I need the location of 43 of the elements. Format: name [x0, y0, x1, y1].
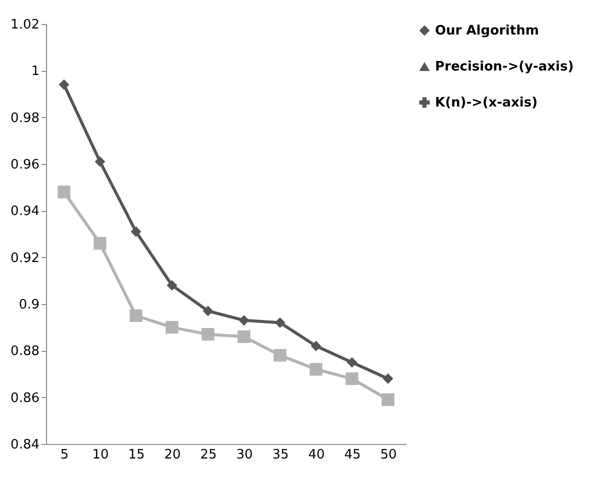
point: [94, 156, 106, 167]
x-tick-label: 25: [200, 448, 217, 462]
y-tick-label: 0.9: [18, 298, 40, 312]
point: [130, 309, 142, 322]
x-tick-label: 10: [92, 448, 109, 462]
y-tick-label: 0.94: [10, 204, 40, 220]
x-tick-label: 5: [60, 448, 69, 462]
point: [346, 372, 358, 385]
x-tick-label: 50: [380, 448, 397, 462]
point: [166, 321, 178, 334]
y-tick-label: 0.86: [10, 390, 40, 406]
y-tick-label: 0.88: [10, 344, 40, 360]
legend-label: K(n)->(x-axis): [435, 96, 538, 110]
y-tick-label: 0.84: [10, 438, 40, 452]
x-tick-label: 20: [164, 448, 181, 462]
x-tick-label: 15: [128, 448, 145, 462]
point: [238, 330, 250, 343]
legend-label: Our Algorithm: [435, 24, 539, 38]
y-tick-label: 1: [31, 64, 40, 80]
y-tick-label: 0.98: [10, 110, 40, 126]
legend-label: Precision->(y-axis): [435, 60, 574, 74]
point: [382, 393, 394, 406]
point: [202, 328, 214, 341]
point: [94, 237, 106, 250]
point: [238, 315, 250, 326]
point: [382, 373, 394, 384]
point: [274, 317, 286, 328]
point: [310, 340, 322, 352]
point: [130, 226, 142, 237]
point: [58, 186, 70, 198]
y-tick-label: 1.02: [10, 18, 40, 32]
x-tick-label: 45: [344, 448, 361, 462]
point: [58, 79, 70, 90]
x-tick-label: 40: [308, 448, 325, 462]
point: [346, 357, 358, 368]
x-tick-label: 35: [272, 448, 289, 462]
y-tick-label: 0.92: [10, 250, 40, 266]
point: [166, 280, 178, 291]
y-tick-label: 0.96: [10, 158, 40, 172]
point: [274, 349, 286, 362]
point: [310, 363, 322, 376]
x-tick-label: 30: [236, 448, 253, 462]
point: [202, 306, 214, 316]
